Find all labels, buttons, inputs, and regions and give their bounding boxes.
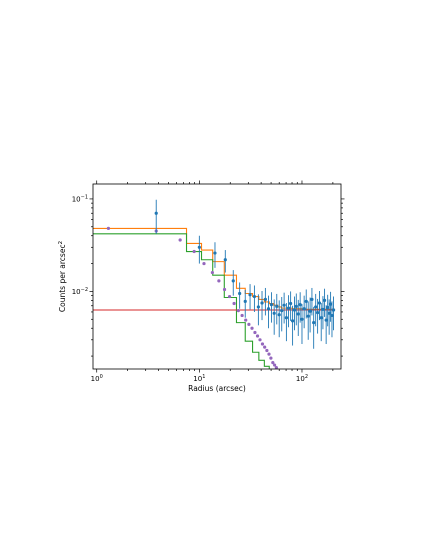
data-point (319, 316, 323, 320)
data-point (275, 304, 279, 308)
data-point (252, 294, 257, 299)
data-point (306, 314, 310, 318)
model-point (272, 363, 277, 367)
data-point (277, 313, 281, 317)
data-point (294, 304, 298, 308)
data-point (260, 301, 264, 305)
data-point (280, 309, 284, 313)
data-point (324, 318, 328, 322)
y-tick-label-exp: −1 (81, 194, 88, 200)
data-point (322, 298, 327, 302)
x-axis-label: Radius (arcsec) (188, 384, 246, 393)
data-point (248, 293, 252, 297)
model-point (232, 301, 236, 306)
data-point (327, 311, 331, 315)
data-point (296, 312, 300, 316)
x-tick-label-exp: 1 (202, 374, 205, 380)
data-point (300, 317, 304, 321)
data-point (231, 279, 235, 283)
data-point (266, 307, 271, 311)
data-point (328, 302, 333, 306)
data-point (308, 309, 312, 313)
model-point (250, 326, 254, 330)
model-point (178, 238, 182, 242)
data-point (282, 303, 286, 307)
model-point (255, 334, 260, 338)
data-point (272, 311, 276, 315)
data-point (304, 299, 308, 304)
series-layer (93, 199, 336, 369)
data-point (316, 311, 320, 315)
y-tick-label-base: 10 (72, 195, 81, 203)
model-point (253, 330, 257, 335)
model-point (274, 366, 278, 369)
model-point (210, 270, 214, 275)
model-point (269, 356, 273, 360)
model-point (106, 226, 111, 231)
plot-frame (92, 183, 342, 370)
data-point (263, 297, 267, 301)
model-point (258, 338, 262, 342)
data-point (269, 303, 274, 307)
model-point (202, 261, 206, 266)
model-point (260, 342, 265, 346)
data-point (292, 308, 297, 312)
y-tick-label: 10−2 (72, 287, 88, 296)
data-point (314, 305, 318, 309)
model-point (267, 352, 271, 356)
x-tick-label-exp: 0 (100, 374, 103, 380)
model-point (192, 249, 196, 254)
model-point (236, 309, 240, 313)
model-point (217, 279, 221, 283)
data-point (284, 316, 288, 320)
model-point (263, 345, 267, 349)
y-tick-label: 10−1 (72, 194, 88, 203)
model-point (247, 322, 251, 327)
model-point (227, 294, 232, 299)
data-point (286, 306, 291, 310)
x-tick-label-exp: 2 (305, 374, 308, 380)
model-point (222, 287, 227, 292)
data-point (317, 301, 322, 305)
data-point (312, 321, 316, 325)
y-axis-label: Counts per arcsec2 (58, 241, 67, 312)
series-source_model-line (93, 233, 270, 369)
data-point (321, 307, 325, 311)
data-point (243, 299, 247, 304)
x-tick-label-base: 10 (91, 375, 100, 383)
data-point (213, 251, 217, 255)
data-point (290, 319, 295, 323)
x-tick-label-base: 10 (296, 375, 305, 383)
model-point (240, 313, 244, 318)
x-tick-label: 100 (91, 374, 103, 383)
y-axis-label-superscript: 2 (58, 241, 64, 245)
y-tick-label-exp: −2 (81, 287, 88, 293)
x-tick-label-base: 10 (193, 375, 202, 383)
model-point (244, 318, 248, 322)
data-point (326, 305, 330, 310)
data-point (154, 211, 158, 215)
x-tick-label: 101 (193, 374, 205, 383)
y-axis-label-text: Counts per arcsec (58, 244, 67, 312)
data-point (310, 297, 314, 301)
data-point (289, 301, 293, 306)
data-point (330, 313, 334, 318)
data-point (223, 258, 227, 262)
data-point (238, 291, 242, 296)
series-total_model-line (93, 227, 336, 310)
y-tick-label-base: 10 (72, 288, 81, 296)
data-point (302, 307, 306, 311)
model-point (265, 348, 269, 353)
x-tick-label: 102 (296, 374, 308, 383)
data-point (197, 245, 201, 249)
model-point (271, 361, 275, 365)
data-point (298, 303, 302, 307)
data-point (256, 305, 260, 309)
data-point (331, 308, 336, 312)
